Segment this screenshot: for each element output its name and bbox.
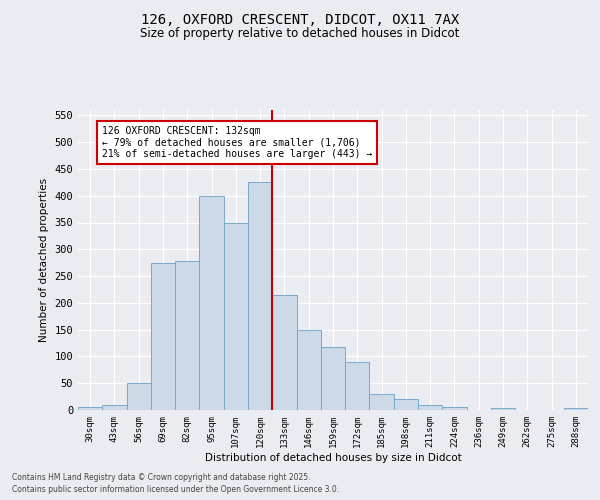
- Text: 126 OXFORD CRESCENT: 132sqm
← 79% of detached houses are smaller (1,706)
21% of : 126 OXFORD CRESCENT: 132sqm ← 79% of det…: [102, 126, 373, 160]
- Text: Contains HM Land Registry data © Crown copyright and database right 2025.: Contains HM Land Registry data © Crown c…: [12, 474, 311, 482]
- Bar: [321, 347, 345, 410]
- Bar: [175, 261, 199, 410]
- Bar: [248, 182, 272, 410]
- Bar: [78, 408, 102, 410]
- Bar: [418, 404, 442, 410]
- Bar: [345, 362, 370, 410]
- Bar: [102, 404, 127, 410]
- Bar: [224, 222, 248, 410]
- X-axis label: Distribution of detached houses by size in Didcot: Distribution of detached houses by size …: [205, 452, 461, 462]
- Bar: [296, 330, 321, 410]
- Text: Size of property relative to detached houses in Didcot: Size of property relative to detached ho…: [140, 28, 460, 40]
- Y-axis label: Number of detached properties: Number of detached properties: [39, 178, 49, 342]
- Bar: [370, 394, 394, 410]
- Bar: [151, 262, 175, 410]
- Text: 126, OXFORD CRESCENT, DIDCOT, OX11 7AX: 126, OXFORD CRESCENT, DIDCOT, OX11 7AX: [141, 12, 459, 26]
- Bar: [199, 196, 224, 410]
- Bar: [564, 408, 588, 410]
- Bar: [491, 408, 515, 410]
- Text: Contains public sector information licensed under the Open Government Licence 3.: Contains public sector information licen…: [12, 484, 339, 494]
- Bar: [272, 295, 296, 410]
- Bar: [442, 408, 467, 410]
- Bar: [394, 400, 418, 410]
- Bar: [127, 383, 151, 410]
